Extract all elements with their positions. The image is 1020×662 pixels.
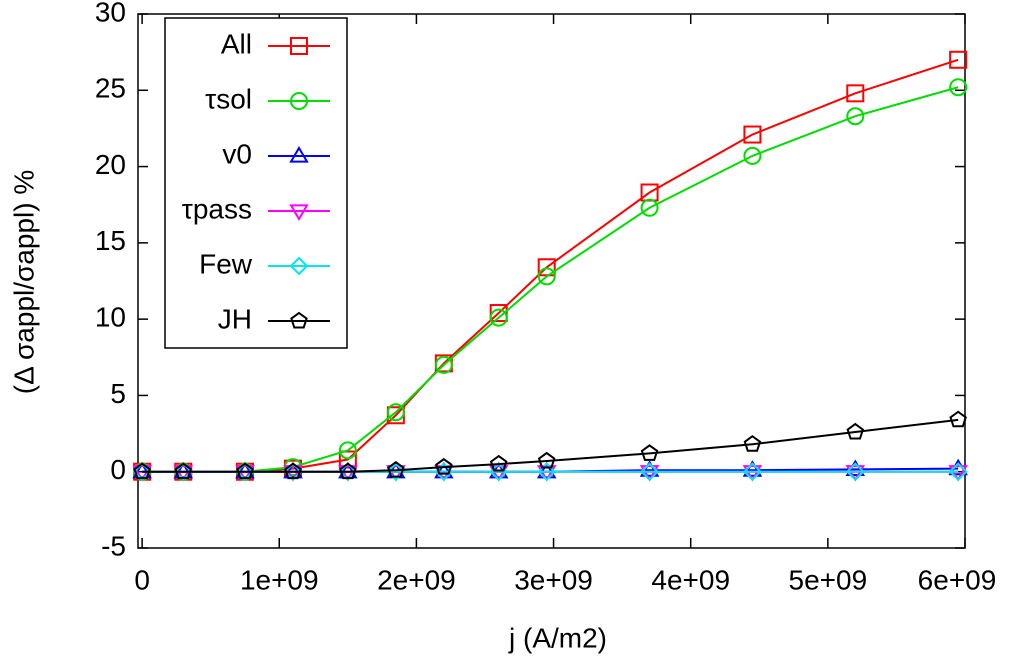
x-tick-label: 3e+09 bbox=[514, 564, 593, 595]
marker bbox=[386, 465, 406, 482]
marker bbox=[640, 198, 659, 217]
marker bbox=[290, 311, 308, 329]
marker bbox=[537, 451, 556, 469]
marker bbox=[537, 267, 556, 286]
marker bbox=[283, 465, 303, 482]
y-tick-label: 15 bbox=[95, 225, 126, 256]
marker bbox=[174, 462, 193, 480]
y-tick-label: 0 bbox=[110, 454, 126, 485]
marker bbox=[434, 355, 453, 374]
legend-box bbox=[164, 17, 348, 349]
legend-label: Few bbox=[199, 248, 253, 279]
y-tick-label: 10 bbox=[95, 302, 126, 333]
marker bbox=[948, 465, 968, 482]
marker bbox=[846, 84, 865, 103]
marker bbox=[173, 465, 194, 482]
legend-label: τpass bbox=[182, 193, 252, 224]
marker bbox=[489, 304, 508, 323]
marker bbox=[742, 465, 763, 482]
marker bbox=[743, 125, 762, 144]
marker bbox=[235, 465, 255, 482]
marker bbox=[338, 462, 358, 482]
legend: All τsol v0 τpass Few JH bbox=[164, 17, 348, 349]
marker bbox=[640, 444, 659, 461]
marker bbox=[235, 462, 255, 482]
marker bbox=[284, 462, 302, 480]
marker bbox=[537, 462, 557, 482]
y-tick-label: 25 bbox=[95, 73, 126, 104]
marker bbox=[236, 462, 254, 480]
marker bbox=[743, 462, 762, 482]
y-tick-label: -5 bbox=[101, 530, 126, 561]
marker bbox=[846, 107, 865, 126]
marker bbox=[536, 461, 557, 479]
marker bbox=[743, 435, 762, 452]
legend-label: All bbox=[221, 28, 252, 59]
marker bbox=[434, 461, 454, 479]
marker bbox=[489, 308, 508, 327]
marker bbox=[846, 422, 865, 440]
y-axis-label: (Δ σappl/σappl) % bbox=[8, 170, 39, 394]
x-tick-label: 4e+09 bbox=[651, 564, 730, 595]
marker bbox=[386, 403, 405, 422]
marker bbox=[338, 450, 357, 469]
marker bbox=[133, 462, 151, 480]
x-tick-label: 1e+09 bbox=[240, 564, 319, 595]
legend-label: JH bbox=[218, 303, 252, 334]
x-tick-label: 2e+09 bbox=[377, 564, 456, 595]
legend-label: v0 bbox=[222, 138, 252, 169]
marker bbox=[949, 50, 968, 69]
plot-frame bbox=[137, 13, 966, 549]
marker bbox=[339, 462, 357, 480]
marker bbox=[290, 37, 308, 55]
marker bbox=[536, 465, 557, 482]
marker bbox=[743, 146, 762, 165]
marker bbox=[289, 146, 309, 163]
marker bbox=[132, 465, 152, 482]
legend-label: τsol bbox=[205, 83, 252, 114]
marker bbox=[488, 465, 509, 482]
x-tick-label: 0 bbox=[134, 564, 150, 595]
marker bbox=[845, 465, 866, 482]
marker bbox=[640, 462, 659, 482]
marker bbox=[289, 256, 309, 276]
marker bbox=[845, 462, 865, 482]
marker bbox=[132, 462, 152, 482]
marker bbox=[948, 462, 968, 482]
marker bbox=[338, 441, 357, 460]
series-line bbox=[142, 418, 959, 473]
y-tick-label: 30 bbox=[95, 0, 126, 27]
marker bbox=[387, 460, 405, 478]
y-tick-label: 20 bbox=[95, 149, 126, 180]
marker bbox=[639, 465, 660, 482]
marker bbox=[338, 465, 358, 482]
marker bbox=[435, 457, 453, 475]
marker bbox=[290, 92, 308, 110]
x-tick-label: 6e+09 bbox=[918, 564, 997, 595]
marker bbox=[949, 410, 967, 428]
marker bbox=[283, 462, 303, 482]
x-tick-label: 5e+09 bbox=[789, 564, 868, 595]
y-tick-label: 5 bbox=[110, 378, 126, 409]
marker bbox=[489, 454, 508, 472]
x-axis-label: j (A/m2) bbox=[508, 622, 607, 653]
marker bbox=[289, 204, 309, 221]
marker bbox=[949, 78, 968, 97]
marker bbox=[173, 462, 193, 482]
